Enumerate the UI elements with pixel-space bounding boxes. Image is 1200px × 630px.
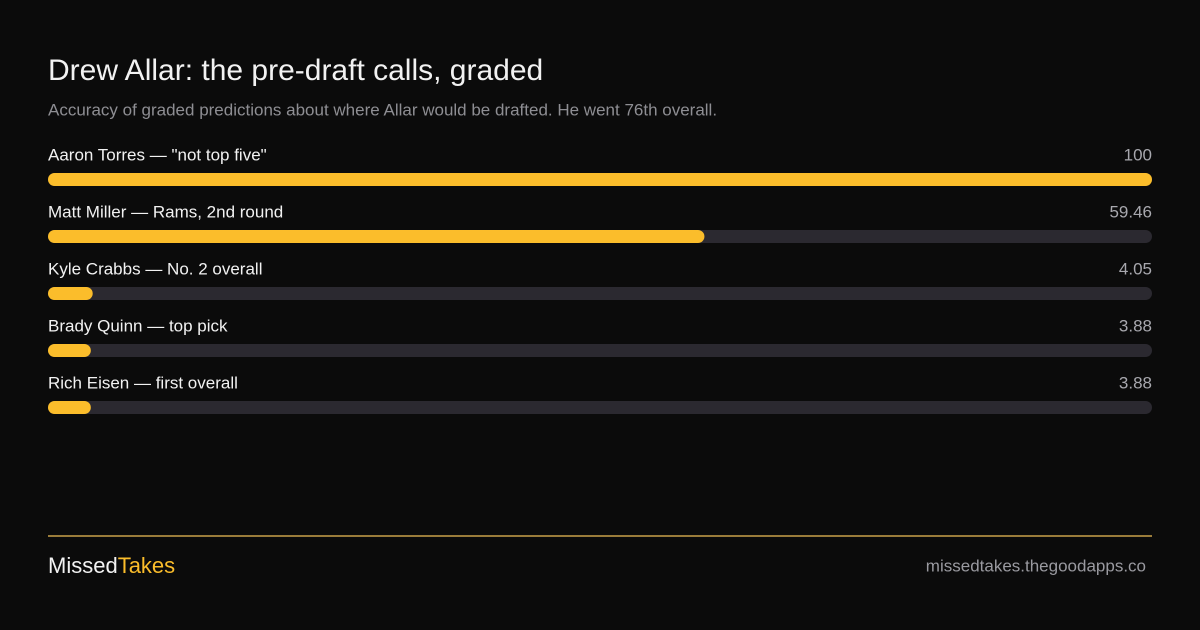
brand-second: Takes (118, 553, 175, 578)
chart-title: Drew Allar: the pre-draft calls, graded (48, 54, 543, 87)
chart-subtitle: Accuracy of graded predictions about whe… (48, 100, 717, 119)
footer-url: missedtakes.thegoodapps.co (926, 556, 1146, 575)
value-label: 3.88 (1119, 373, 1152, 392)
bar-track (48, 287, 1152, 300)
bar-label: Aaron Torres — "not top five" (48, 145, 267, 164)
bar-label: Brady Quinn — top pick (48, 316, 228, 335)
bar (48, 287, 93, 300)
brand-first: Missed (48, 553, 118, 578)
bar (48, 401, 91, 414)
bar (48, 173, 1152, 186)
bar-label: Kyle Crabbs — No. 2 overall (48, 259, 262, 278)
bar-track (48, 401, 1152, 414)
bar-label: Matt Miller — Rams, 2nd round (48, 202, 283, 221)
value-label: 3.88 (1119, 316, 1152, 335)
brand: MissedTakes (48, 553, 175, 578)
value-label: 4.05 (1119, 259, 1152, 278)
bar-track (48, 344, 1152, 357)
bar (48, 344, 91, 357)
value-label: 100 (1124, 145, 1152, 164)
value-label: 59.46 (1109, 202, 1152, 221)
bar-label: Rich Eisen — first overall (48, 373, 238, 392)
bar (48, 230, 705, 243)
